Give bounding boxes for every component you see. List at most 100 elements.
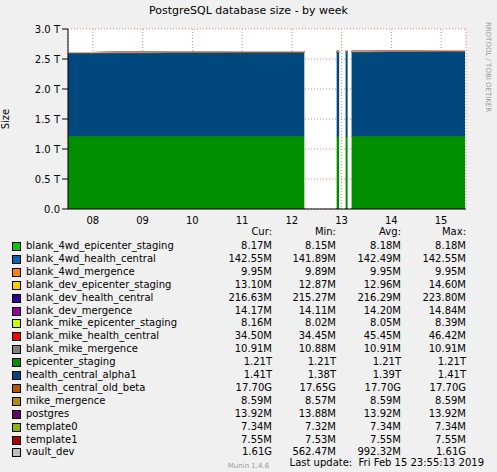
html-text:45.45M: 45.45M [363,330,401,342]
html-text:142.55M: 142.55M [228,252,272,264]
html-text:17.65G: 17.65G [299,381,336,393]
svg-text:09: 09 [136,215,149,226]
html-text:215.27M: 215.27M [292,291,336,303]
svg-text:0.5 T: 0.5 T [35,174,61,185]
html-text:Min:: Min: [314,226,336,237]
html-text:7.55M: 7.55M [241,433,272,445]
html-text:blank_4wd_mergence: blank_4wd_mergence [26,265,135,277]
html-text:7.53M: 7.53M [305,433,336,445]
html-text:13.92M: 13.92M [363,407,401,419]
html-text:Avg:: Avg: [379,226,401,237]
html-text:Max:: Max: [442,226,466,237]
svg-text:3.0 T: 3.0 T [35,24,61,35]
html-text:9.95M: 9.95M [241,265,272,277]
html-text:13.10M: 13.10M [234,278,272,290]
html-text:Last update: Fri Feb 15 23:55:: Last update: Fri Feb 15 23:55:13 2019 [289,457,484,469]
html-text:8.05M: 8.05M [370,317,401,329]
html-text:17.70G: 17.70G [429,381,466,393]
html-text:1.21T: 1.21T [243,356,272,368]
html-text:epicenter_staging: epicenter_staging [26,356,116,368]
svg-text:Size: Size [8,109,11,130]
html-text:14.84M: 14.84M [428,304,466,316]
html-text:PostgreSQL database size - by: PostgreSQL database size - by week [149,4,348,17]
svg-text:11: 11 [236,215,249,226]
html-text:postgres: postgres [26,407,70,419]
html-text:8.17M: 8.17M [241,240,272,251]
html-text:blank_dev_mergence: blank_dev_mergence [26,304,133,316]
html-text:7.55M: 7.55M [435,433,466,445]
svg-text:2.0 T: 2.0 T [35,84,61,95]
html-text:13.88M: 13.88M [298,407,336,419]
html-text:10.91M: 10.91M [363,343,401,355]
html-text:14.60M: 14.60M [428,278,466,290]
html-text:992.32M: 992.32M [357,446,401,458]
html-text:blank_dev_epicenter_staging: blank_dev_epicenter_staging [26,278,172,290]
svg-text:1.5 T: 1.5 T [35,114,61,125]
html-text:8.59M: 8.59M [241,394,272,406]
html-text:34.50M: 34.50M [234,330,272,342]
html-text:blank_mike_mergence: blank_mike_mergence [26,343,138,355]
html-text:7.34M: 7.34M [370,420,401,432]
html-text:8.02M: 8.02M [305,317,336,329]
html-text:7.34M: 7.34M [241,420,272,432]
svg-text:10: 10 [186,215,199,226]
html-text:mike_mergence: mike_mergence [26,394,106,406]
html-text:8.59M: 8.59M [435,394,466,406]
html-text:8.15M: 8.15M [305,240,336,251]
svg-text:12: 12 [286,215,299,226]
html-text:10.88M: 10.88M [298,343,336,355]
html-text:216.29M: 216.29M [357,291,401,303]
html-text:12.87M: 12.87M [298,278,336,290]
html-text:1.61G: 1.61G [436,446,466,458]
html-text:vault_dev: vault_dev [26,446,75,458]
html-text:template0: template0 [26,420,78,432]
html-text:12.96M: 12.96M [363,278,401,290]
html-text:14.17M: 14.17M [234,304,272,316]
html-text:1.21T: 1.21T [437,356,466,368]
html-text:17.70G: 17.70G [235,381,272,393]
html-text:template1: template1 [26,433,78,445]
html-text:8.16M: 8.16M [241,317,272,329]
html-text:8.57M: 8.57M [305,394,336,406]
html-text:1.21T: 1.21T [372,356,401,368]
svg-text:13: 13 [335,215,348,226]
html-text:14.20M: 14.20M [363,304,401,316]
html-text:blank_mike_health_central: blank_mike_health_central [26,330,160,342]
html-text:141.89M: 141.89M [292,252,336,264]
html-text:13.92M: 13.92M [234,407,272,419]
html-text:223.80M: 223.80M [422,291,466,303]
html-text:34.45M: 34.45M [298,330,336,342]
html-text:health_central_old_beta: health_central_old_beta [26,381,146,393]
html-text:1.61G: 1.61G [242,446,272,458]
html-text:8.59M: 8.59M [370,394,401,406]
html-text:7.55M: 7.55M [370,433,401,445]
html-text:1.21T: 1.21T [307,356,336,368]
html-text:9.95M: 9.95M [370,265,401,277]
html-text:216.63M: 216.63M [228,291,272,303]
html-text:Cur:: Cur: [251,226,272,237]
svg-text:2.5 T: 2.5 T [35,54,61,65]
html-text:blank_4wd_epicenter_staging: blank_4wd_epicenter_staging [26,240,174,251]
html-text:142.55M: 142.55M [422,252,466,264]
html-text:562.47M: 562.47M [292,446,336,458]
html-text:46.42M: 46.42M [428,330,466,342]
html-text:10.91M: 10.91M [428,343,466,355]
svg-text:0.0: 0.0 [44,204,60,215]
html-text:8.39M: 8.39M [435,317,466,329]
html-text:blank_4wd_health_central: blank_4wd_health_central [26,252,156,264]
html-text:142.49M: 142.49M [357,252,401,264]
html-text:9.89M: 9.89M [305,265,336,277]
html-text:10.91M: 10.91M [234,343,272,355]
svg-text:1.0 T: 1.0 T [35,144,61,155]
html-text:7.34M: 7.34M [435,420,466,432]
html-text:14.11M: 14.11M [298,304,336,316]
svg-text:14: 14 [385,215,398,226]
html-text:17.70G: 17.70G [364,381,401,393]
html-text:7.32M: 7.32M [305,420,336,432]
svg-text:15: 15 [435,215,448,226]
svg-text:08: 08 [87,215,100,226]
html-text:blank_mike_epicenter_staging: blank_mike_epicenter_staging [26,317,177,329]
html-text:9.95M: 9.95M [435,265,466,277]
html-text:blank_dev_health_central: blank_dev_health_central [26,291,154,303]
html-text:13.92M: 13.92M [428,407,466,419]
